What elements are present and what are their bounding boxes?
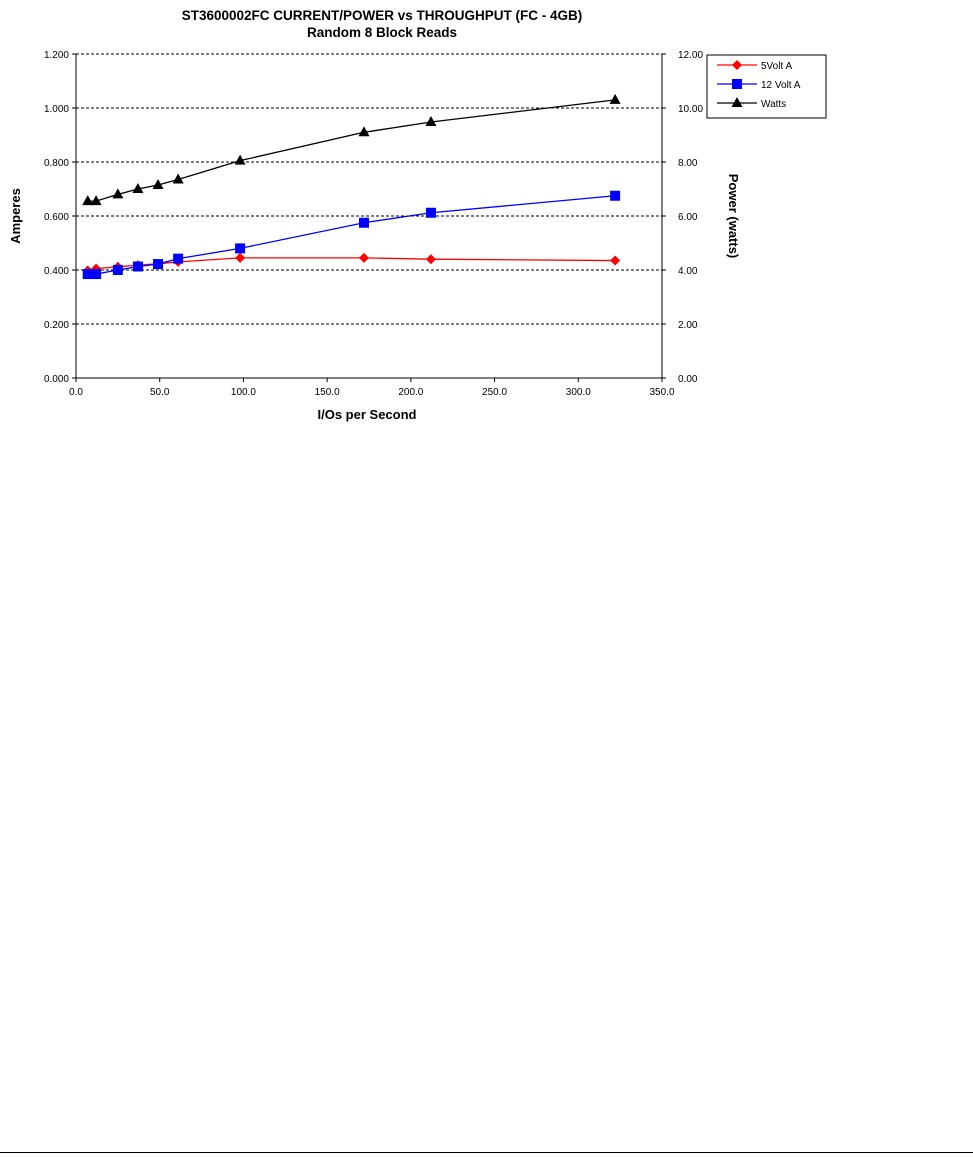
data-point-12-volt-a bbox=[358, 217, 369, 228]
data-point-12-volt-a bbox=[82, 269, 93, 280]
chart-svg: ST3600002FC CURRENT/POWER vs THROUGHPUT … bbox=[8, 8, 827, 422]
legend-label-12-volt-a: 12 Volt A bbox=[761, 80, 801, 91]
y-tick-label-right: 6.00 bbox=[678, 212, 698, 223]
data-point-5volt-a bbox=[235, 252, 246, 263]
y-axis-label-right: Power (watts) bbox=[726, 174, 741, 259]
data-point-12-volt-a bbox=[153, 259, 164, 270]
x-tick-label: 50.0 bbox=[150, 387, 170, 398]
data-point-5volt-a bbox=[610, 255, 621, 266]
x-tick-label: 350.0 bbox=[649, 387, 674, 398]
data-point-watts bbox=[112, 188, 124, 199]
data-point-12-volt-a bbox=[132, 261, 143, 272]
data-point-5volt-a bbox=[425, 254, 436, 265]
data-point-watts bbox=[90, 195, 102, 206]
y-tick-label-right: 0.00 bbox=[678, 374, 698, 385]
y-tick-label-right: 10.00 bbox=[678, 104, 703, 115]
y-tick-label-left: 0.000 bbox=[44, 374, 69, 385]
x-tick-label: 200.0 bbox=[398, 387, 423, 398]
data-point-watts bbox=[152, 178, 164, 189]
y-tick-label-right: 8.00 bbox=[678, 158, 698, 169]
y-tick-label-right: 2.00 bbox=[678, 320, 698, 331]
data-point-12-volt-a bbox=[235, 243, 246, 254]
y-tick-label-left: 0.600 bbox=[44, 212, 69, 223]
page-bottom-rule bbox=[0, 1152, 973, 1153]
legend-marker-watts bbox=[731, 97, 743, 107]
series-line-watts bbox=[87, 99, 616, 202]
data-point-watts bbox=[358, 126, 370, 137]
data-point-watts bbox=[425, 116, 437, 127]
data-point-12-volt-a bbox=[425, 207, 436, 218]
data-point-watts bbox=[82, 195, 94, 206]
data-point-watts bbox=[172, 173, 184, 184]
y-tick-label-left: 1.200 bbox=[44, 50, 69, 61]
y-tick-label-left: 0.400 bbox=[44, 266, 69, 277]
chart-subtitle: Random 8 Block Reads bbox=[307, 25, 457, 40]
x-tick-label: 250.0 bbox=[482, 387, 507, 398]
legend-label-5volt-a: 5Volt A bbox=[761, 61, 792, 72]
x-axis-label: I/Os per Second bbox=[318, 407, 417, 422]
data-point-12-volt-a bbox=[173, 253, 184, 264]
chart-title: ST3600002FC CURRENT/POWER vs THROUGHPUT … bbox=[182, 8, 583, 23]
x-tick-label: 0.0 bbox=[69, 387, 83, 398]
series-line-5volt-a bbox=[87, 257, 616, 272]
legend-marker-12-volt-a bbox=[732, 79, 742, 89]
x-tick-label: 100.0 bbox=[231, 387, 256, 398]
series-line-12-volt-a bbox=[87, 195, 616, 275]
data-point-watts bbox=[234, 154, 246, 165]
data-point-watts bbox=[609, 93, 621, 104]
y-axis-label-left: Amperes bbox=[8, 188, 23, 244]
data-point-5volt-a bbox=[358, 252, 369, 263]
data-point-watts bbox=[132, 183, 144, 193]
legend-marker-5volt-a bbox=[732, 60, 742, 70]
y-tick-label-right: 12.00 bbox=[678, 50, 703, 61]
y-tick-label-right: 4.00 bbox=[678, 266, 698, 277]
data-point-12-volt-a bbox=[91, 269, 102, 280]
y-tick-label-left: 0.800 bbox=[44, 158, 69, 169]
data-point-12-volt-a bbox=[610, 190, 621, 201]
x-tick-label: 150.0 bbox=[315, 387, 340, 398]
x-tick-label: 300.0 bbox=[566, 387, 591, 398]
data-point-12-volt-a bbox=[112, 265, 123, 275]
y-tick-label-left: 0.200 bbox=[44, 320, 69, 331]
legend-label-watts: Watts bbox=[761, 99, 786, 110]
y-tick-label-left: 1.000 bbox=[44, 104, 69, 115]
legend: 5Volt A 12 Volt A Watts bbox=[706, 54, 827, 119]
plot-area: 0.000 0.200 0.400 0.600 0.800 1.000 1.200 0.00 2… bbox=[44, 50, 703, 398]
